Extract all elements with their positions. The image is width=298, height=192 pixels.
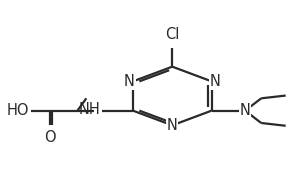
Text: NH: NH [78, 102, 100, 117]
Text: N: N [209, 74, 221, 89]
Text: Cl: Cl [165, 27, 179, 42]
Text: N: N [240, 103, 251, 118]
Text: HO: HO [7, 103, 29, 118]
Text: N: N [124, 74, 135, 89]
Text: O: O [44, 130, 55, 145]
Text: N: N [167, 118, 178, 133]
